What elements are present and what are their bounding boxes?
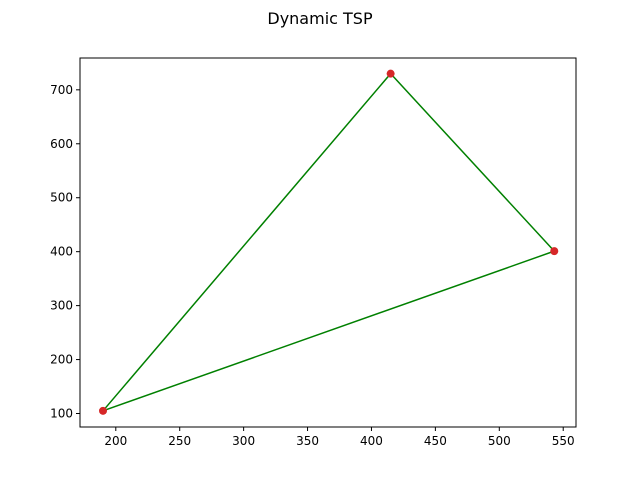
y-tick-label: 600 <box>50 137 73 151</box>
x-tick-label: 200 <box>104 434 127 448</box>
y-tick-label: 400 <box>50 245 73 259</box>
route-segment <box>390 73 555 252</box>
x-axis: 200 250 300 350 400 450 500 550 <box>104 427 575 448</box>
y-tick-label: 200 <box>50 353 73 367</box>
city-point <box>550 247 559 256</box>
x-tick-label: 400 <box>360 434 383 448</box>
city-point <box>99 406 108 415</box>
x-tick-label: 250 <box>168 434 191 448</box>
y-tick-label: 100 <box>50 407 73 421</box>
route-segment <box>102 250 555 412</box>
x-tick-label: 550 <box>552 434 575 448</box>
tsp-route <box>102 73 555 412</box>
y-tick-label: 300 <box>50 299 73 313</box>
plot-area-frame <box>79 57 577 428</box>
x-tick-label: 350 <box>296 434 319 448</box>
y-tick-label: 500 <box>50 191 73 205</box>
x-tick-label: 500 <box>488 434 511 448</box>
y-axis: 100 200 300 400 500 600 700 <box>50 83 80 421</box>
city-point <box>386 69 395 78</box>
x-tick-label: 450 <box>424 434 447 448</box>
tsp-cities <box>99 69 559 415</box>
chart-title: Dynamic TSP <box>267 9 373 28</box>
x-tick-label: 300 <box>232 434 255 448</box>
route-segment <box>102 73 392 412</box>
y-tick-label: 700 <box>50 83 73 97</box>
